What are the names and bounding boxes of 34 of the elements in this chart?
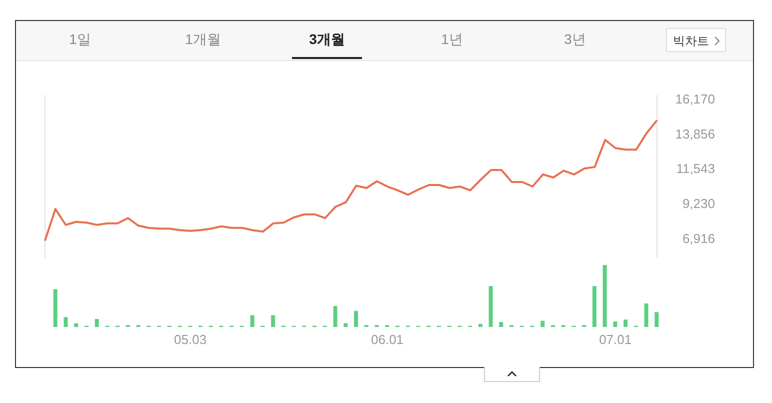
bar <box>94 318 99 327</box>
text: 3년 <box>563 31 587 49</box>
y-tick-label: 16,170 <box>675 92 715 107</box>
y-tick-label: 11,543 <box>676 161 715 176</box>
bar <box>271 315 276 327</box>
bar <box>540 320 545 327</box>
bar <box>624 320 628 327</box>
bar <box>53 289 58 327</box>
bar <box>602 265 607 327</box>
bar <box>333 306 338 327</box>
bar <box>74 323 78 327</box>
bar <box>499 322 504 327</box>
bar <box>478 324 482 327</box>
y-tick-label: 13,856 <box>675 126 715 142</box>
bar <box>488 286 493 327</box>
x-tick-label: 06.01 <box>371 332 404 348</box>
y-tick-label: 9,230 <box>682 196 715 211</box>
bar <box>250 315 254 327</box>
text: 1개월 <box>184 31 222 49</box>
text: 1일 <box>68 31 92 49</box>
bar <box>344 323 348 327</box>
bar <box>354 310 358 327</box>
line-series <box>44 119 658 242</box>
bar <box>654 312 659 327</box>
bar <box>644 303 648 327</box>
bar <box>64 317 68 327</box>
text: 1년 <box>440 31 464 49</box>
x-tick-label: 05.03 <box>174 332 207 348</box>
y-tick-label: 6,916 <box>682 230 715 246</box>
x-tick-label: 07.01 <box>599 332 632 348</box>
text: 빅차트 <box>673 33 709 50</box>
text: 3개월 <box>308 31 346 49</box>
bar <box>613 321 618 327</box>
bar <box>592 286 596 327</box>
